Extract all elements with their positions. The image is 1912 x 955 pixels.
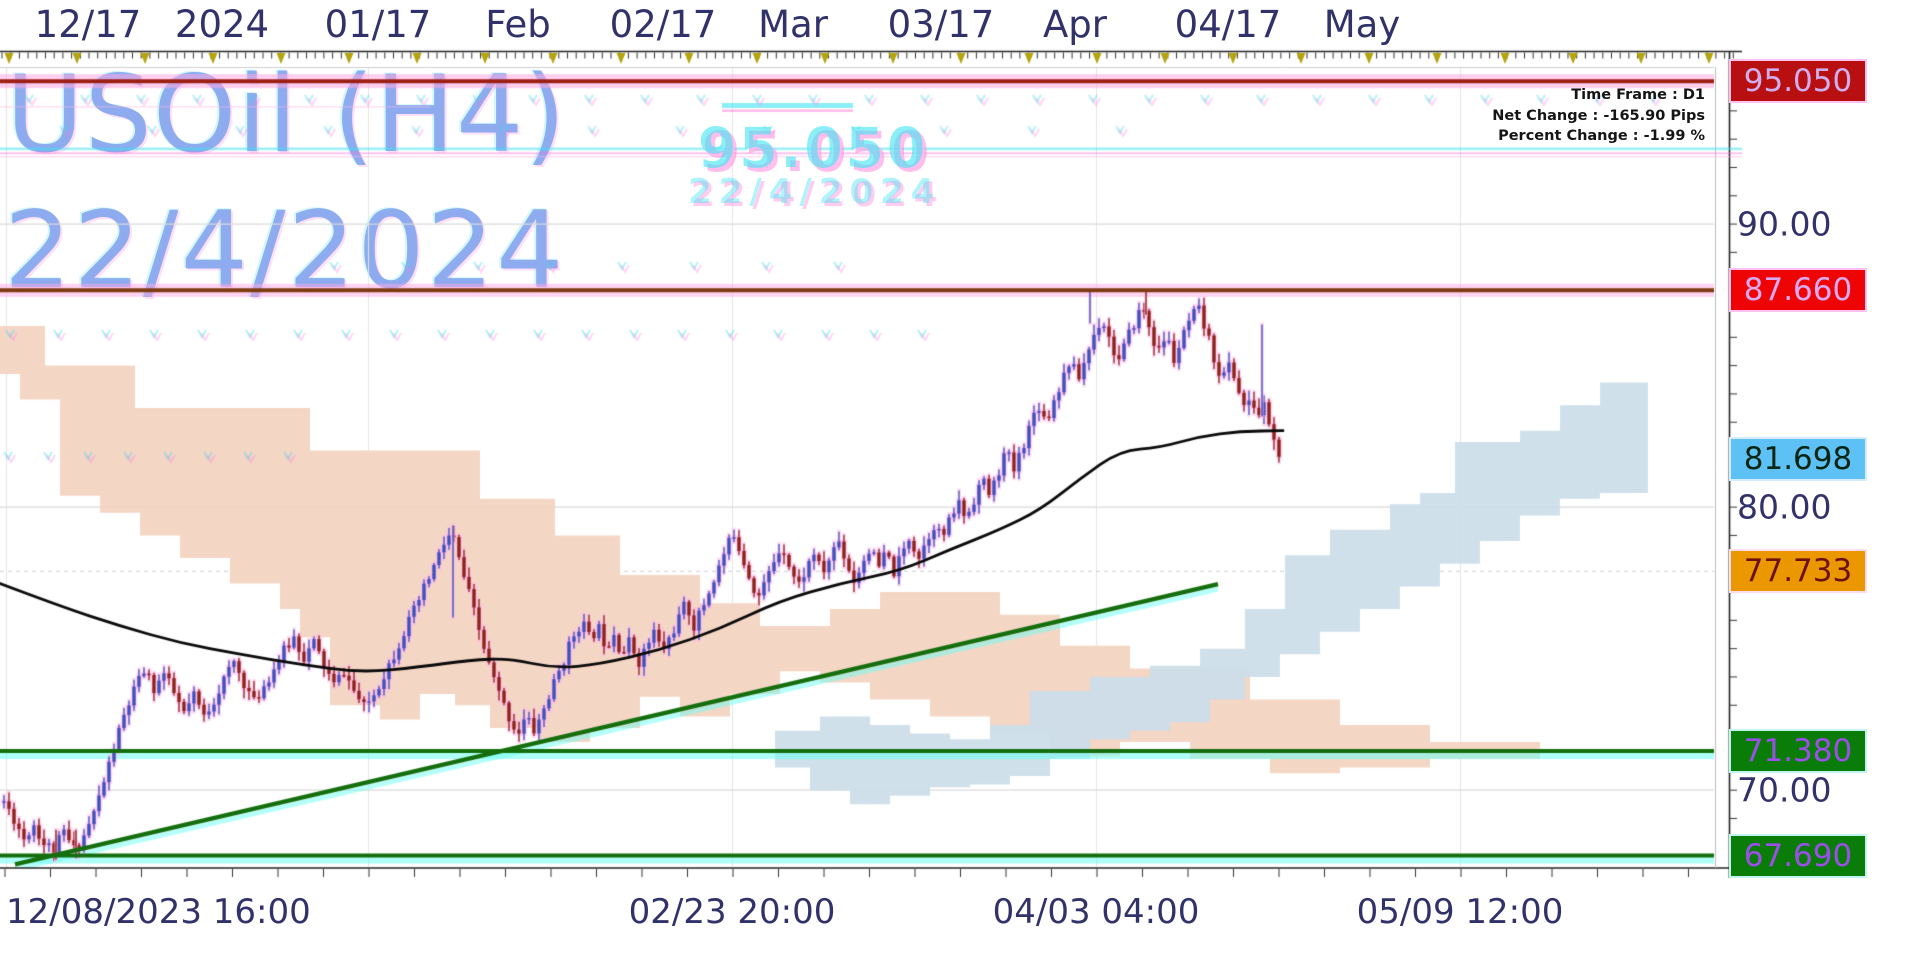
last-price-label[interactable]: 81.698	[1729, 437, 1867, 482]
bottom-axis-label-3: 05/09 12:00	[1356, 892, 1564, 932]
resistance-95-label[interactable]: 95.050	[1729, 59, 1867, 104]
top-axis-label-1: 2024	[174, 3, 270, 46]
info-percent-change: Percent Change : -1.99 %	[1498, 128, 1705, 144]
top-axis-label-7: Apr	[1042, 3, 1108, 46]
ghost-date-artifact: 22/4/2024	[688, 172, 942, 212]
top-axis-label-4: 02/17	[609, 3, 717, 46]
indicator-77-label[interactable]: 77.733	[1729, 549, 1867, 594]
top-axis-label-3: Feb	[485, 3, 551, 46]
grid-80-label: 80.00	[1737, 487, 1832, 527]
bottom-axis-label-2: 04/03 04:00	[992, 892, 1200, 932]
info-timeframe: Time Frame : D1	[1571, 87, 1705, 103]
info-net-change: Net Change : -165.90 Pips	[1492, 107, 1705, 124]
top-axis-label-0: 12/17	[34, 3, 142, 46]
support-71-label[interactable]: 71.380	[1729, 729, 1867, 774]
top-axis-label-9: May	[1323, 3, 1401, 46]
top-axis-label-2: 01/17	[324, 3, 432, 46]
bottom-axis-label-0: 12/08/2023 16:00	[6, 892, 311, 932]
top-axis-label-5: Mar	[758, 3, 828, 46]
resistance-87-label[interactable]: 87.660	[1729, 268, 1867, 313]
top-axis-label-6: 03/17	[887, 3, 995, 46]
ghost-price-artifact: 95.050	[698, 116, 929, 180]
bottom-axis-label-1: 02/23 20:00	[628, 892, 836, 932]
top-axis-label-8: 04/17	[1174, 3, 1282, 46]
grid-70-label: 70.00	[1737, 770, 1832, 810]
grid-90-label: 90.00	[1737, 204, 1832, 244]
support-67-label[interactable]: 67.690	[1729, 833, 1867, 878]
info-panel: Time Frame : D1 Net Change : -165.90 Pip…	[1492, 85, 1705, 147]
